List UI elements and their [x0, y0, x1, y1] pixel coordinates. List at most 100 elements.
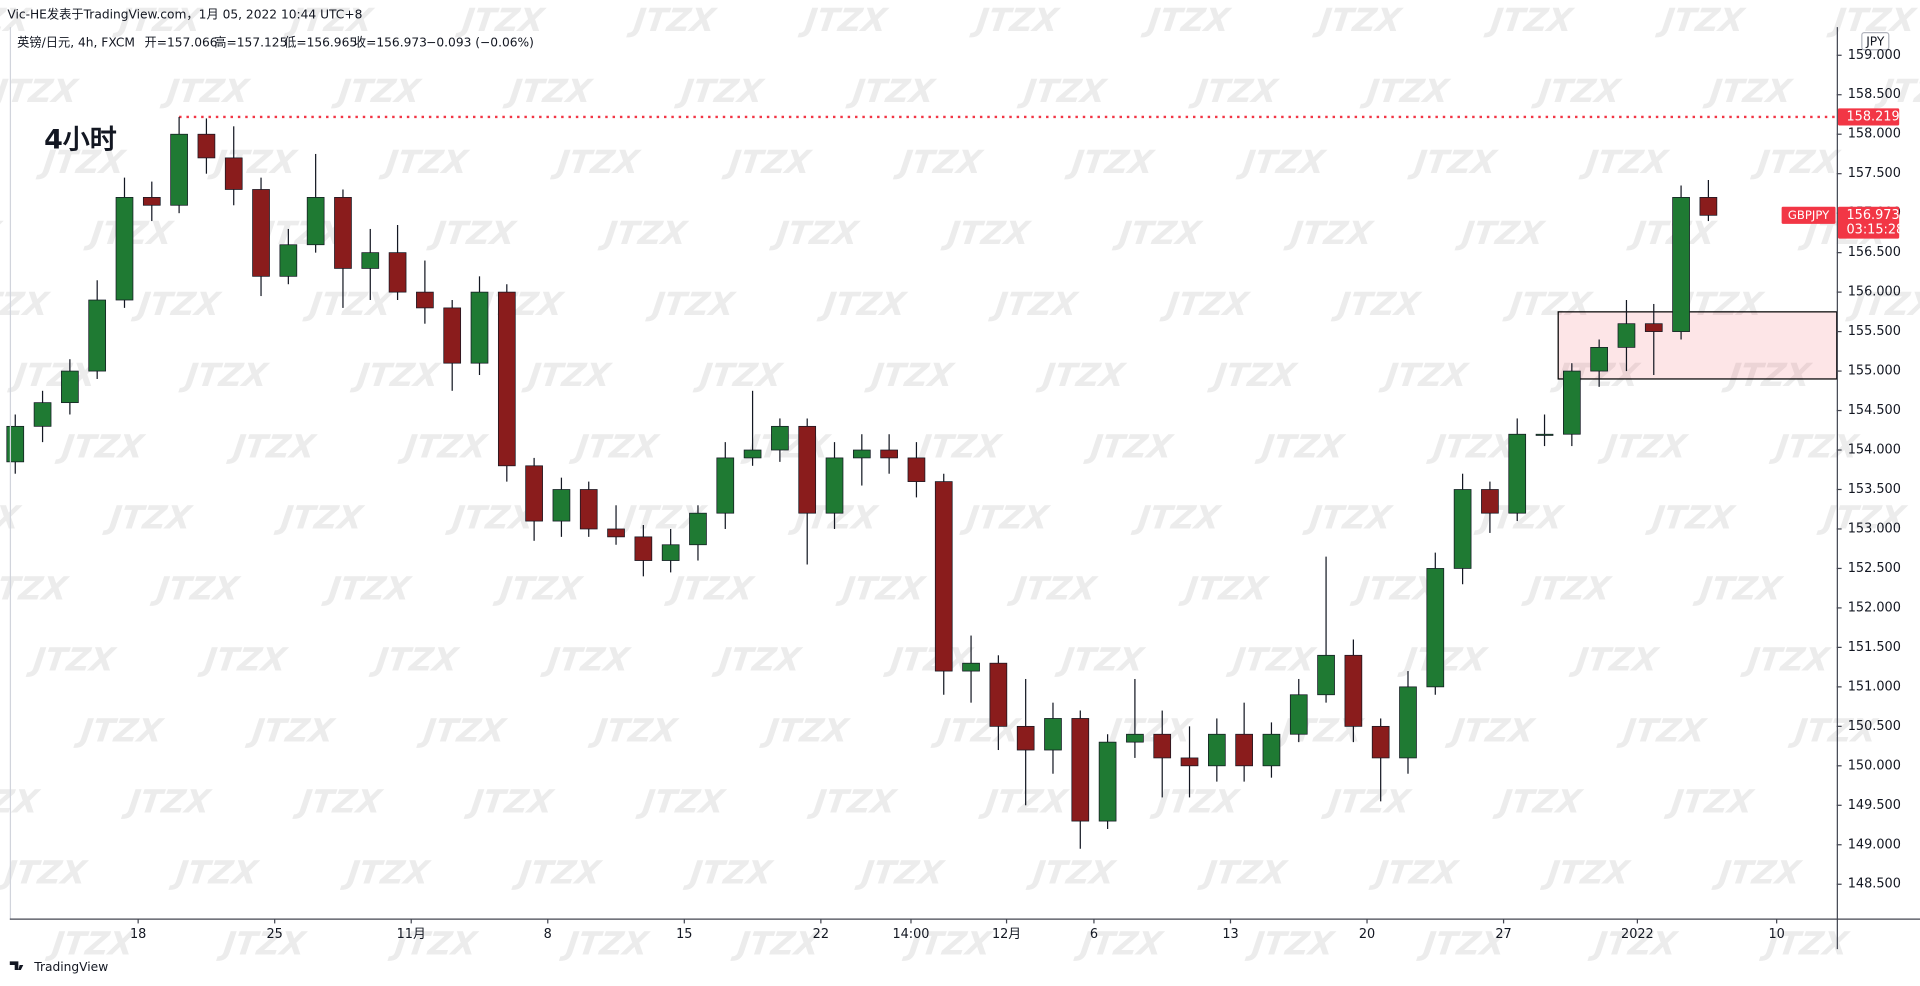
watermark: JTZX	[1149, 783, 1243, 821]
watermark: JTZX	[520, 356, 614, 394]
y-tick-label: 156.000	[1848, 285, 1901, 300]
candle-body	[170, 133, 188, 206]
candle-body	[552, 489, 571, 522]
watermark: JTZX	[673, 72, 767, 110]
watermark: JTZX	[120, 783, 214, 821]
watermark: JTZX	[1444, 711, 1538, 749]
watermark: JTZX	[1016, 72, 1110, 110]
y-tick-label: 158.500	[1848, 87, 1901, 102]
candle-body	[115, 197, 134, 301]
symbol-label: GBPJPY	[1788, 208, 1830, 222]
watermark: JTZX	[1140, 1, 1234, 39]
candle-body	[852, 449, 871, 459]
candle-body	[1563, 370, 1581, 435]
level-price-label: 158.219	[1847, 109, 1900, 124]
candle-body	[907, 457, 926, 482]
footer-brand: TradingView	[33, 960, 108, 974]
watermark: JTZX	[597, 214, 691, 252]
watermark: JTZX	[1006, 569, 1100, 607]
currency[interactable]: JPY	[1865, 34, 1885, 48]
watermark: JTZX	[159, 72, 253, 110]
watermark: JTZX	[1501, 285, 1595, 323]
watermark: JTZX	[6, 356, 100, 394]
watermark: JTZX	[987, 285, 1081, 323]
watermark: JTZX	[473, 285, 567, 323]
candle-body	[1153, 733, 1172, 759]
level-price-box	[1837, 108, 1900, 126]
watermark: JTZX	[415, 711, 509, 749]
last-price-box	[1837, 206, 1900, 239]
x-tick-label: 11月	[397, 927, 426, 942]
watermark: JTZX	[301, 285, 395, 323]
watermark: JTZX	[1787, 711, 1881, 749]
watermark: JTZX	[510, 854, 604, 892]
candle-body	[142, 197, 161, 206]
y-tick-label: 150.500	[1848, 719, 1901, 734]
watermark: JTZX	[177, 356, 271, 394]
watermark: JTZX	[1568, 640, 1662, 678]
watermark: JTZX	[396, 427, 490, 465]
y-tick-label: 151.000	[1848, 679, 1901, 694]
watermark: JTZX	[1654, 1, 1748, 39]
watermark: JTZX	[1082, 427, 1176, 465]
watermark: JTZX	[930, 711, 1024, 749]
y-tick-label: 152.500	[1848, 561, 1901, 576]
candle-body	[1672, 197, 1690, 332]
watermark: JTZX	[1053, 640, 1147, 678]
watermark: JTZX	[1330, 285, 1424, 323]
watermark: JTZX	[1359, 72, 1453, 110]
y-tick-label: 151.500	[1848, 640, 1901, 655]
candle-body	[962, 662, 980, 672]
candle-body	[1508, 433, 1527, 514]
watermark: JTZX	[463, 783, 557, 821]
watermark: JTZX	[901, 925, 995, 963]
watermark: JTZX	[44, 925, 138, 963]
watermark: JTZX	[0, 285, 52, 323]
candle-body	[689, 512, 707, 546]
x-tick-label: 18	[130, 927, 146, 942]
watermark: JTZX	[168, 854, 262, 892]
watermark: JTZX	[244, 711, 338, 749]
watermarks: JTZX JTZX JTZX JTZX JTZX JTZX JTZX JTZX JTZX JTZX…	[0, 1, 1920, 962]
watermark: JTZX	[682, 854, 776, 892]
watermark: JTZX	[1187, 72, 1281, 110]
watermark: JTZX	[1596, 427, 1690, 465]
watermark: JTZX	[1454, 214, 1548, 252]
currency-box[interactable]	[1861, 31, 1890, 51]
candle-body	[771, 425, 789, 451]
watermark: JTZX	[1482, 1, 1576, 39]
ohlc-open: 开=157.066	[144, 36, 217, 50]
watermark: JTZX	[663, 569, 757, 607]
watermark: JTZX	[1025, 854, 1119, 892]
watermark: JTZX	[1254, 427, 1348, 465]
candle-body	[279, 244, 298, 277]
watermark: JTZX	[1111, 214, 1205, 252]
watermark: JTZX	[0, 72, 81, 110]
annotation: 4小时	[44, 124, 117, 155]
watermark: JTZX	[1282, 214, 1376, 252]
candle-body	[470, 291, 489, 364]
watermark: JTZX	[806, 783, 900, 821]
watermark: JTZX	[1615, 711, 1709, 749]
candle-body	[743, 449, 762, 459]
watermark: JTZX	[196, 640, 290, 678]
watermark: JTZX	[1844, 285, 1920, 323]
candle-body	[1481, 489, 1499, 514]
candle-body	[1235, 733, 1253, 767]
attribution: Vic-HE发表于TradingView.com，1月 05, 2022 10:…	[7, 6, 362, 21]
watermark: JTZX	[425, 214, 519, 252]
watermark: JTZX	[1720, 356, 1814, 394]
candle-body	[825, 457, 844, 514]
candle-body	[661, 544, 680, 561]
watermark: JTZX	[25, 640, 119, 678]
watermark: JTZX	[1301, 498, 1395, 536]
watermark: JTZX	[1177, 569, 1271, 607]
candle-body	[1699, 197, 1718, 216]
y-tick-label: 159.000	[1848, 48, 1901, 63]
y-tick-label: 148.500	[1848, 877, 1901, 892]
watermark: JTZX	[1701, 72, 1795, 110]
candle-body	[224, 157, 243, 190]
watermark: JTZX	[758, 711, 852, 749]
watermark: JTZX	[330, 72, 424, 110]
